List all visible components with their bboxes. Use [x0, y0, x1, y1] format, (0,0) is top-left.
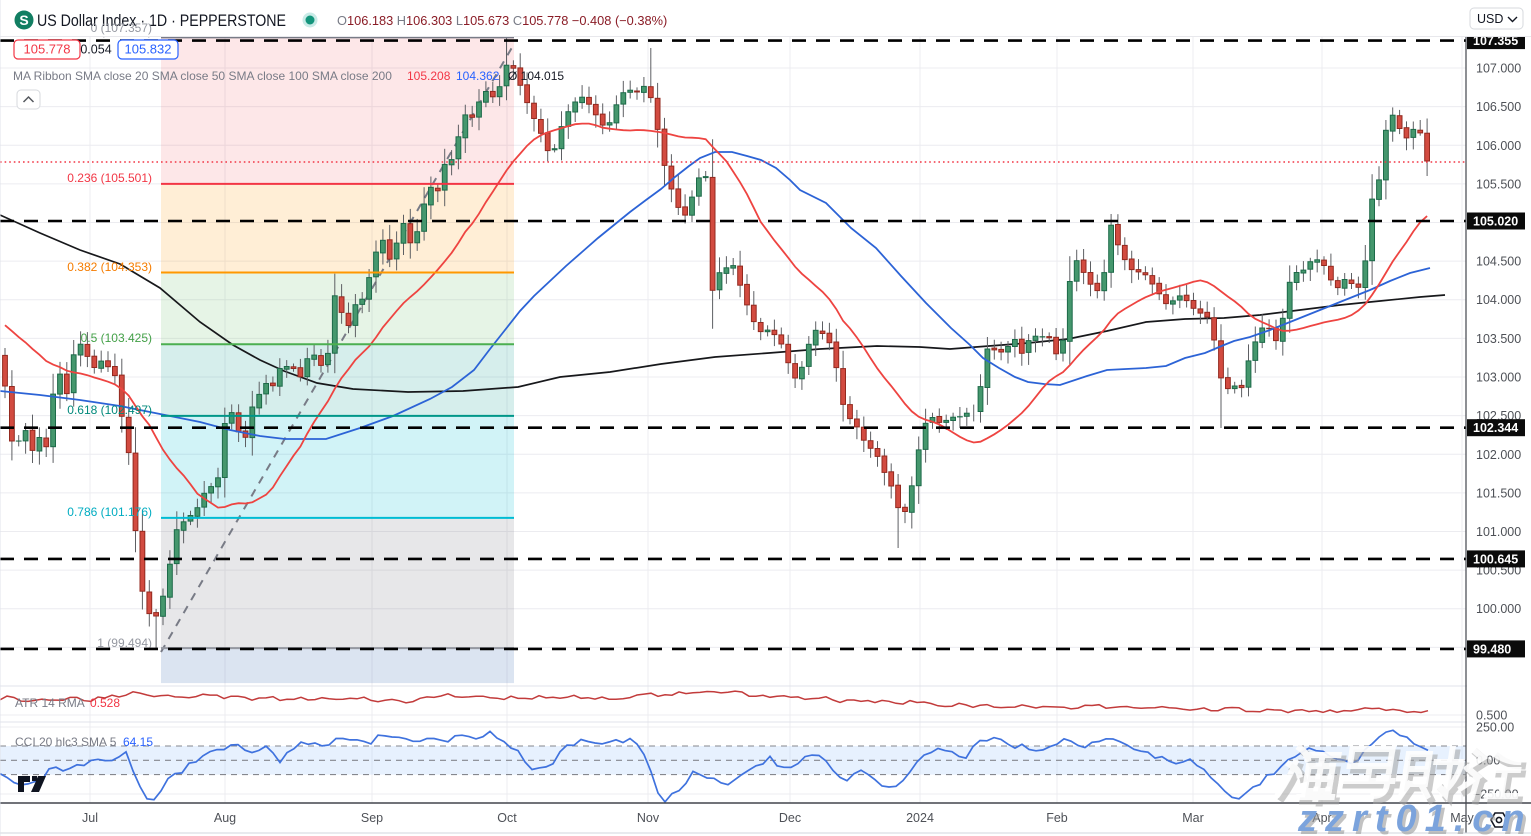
- svg-text:zzrt01.cn: zzrt01.cn: [1297, 798, 1531, 836]
- svg-text:Sep: Sep: [361, 811, 383, 825]
- svg-text:101.500: 101.500: [1476, 486, 1521, 500]
- svg-text:MA Ribbon SMA close 20 SMA clo: MA Ribbon SMA close 20 SMA close 50 SMA …: [13, 69, 392, 83]
- svg-text:Ø 104.015: Ø 104.015: [508, 69, 564, 83]
- svg-text:102.000: 102.000: [1476, 448, 1521, 462]
- svg-text:O106.183 H106.303 L105.673 C10: O106.183 H106.303 L105.673 C105.778 −0.4…: [337, 13, 667, 28]
- svg-text:250.00: 250.00: [1476, 721, 1514, 735]
- svg-text:107.000: 107.000: [1476, 62, 1521, 76]
- svg-text:Oct: Oct: [497, 811, 517, 825]
- svg-text:ATR 14 RMA: ATR 14 RMA: [15, 696, 85, 710]
- svg-text:99.480: 99.480: [1473, 642, 1511, 656]
- svg-text:105.832: 105.832: [125, 42, 172, 57]
- svg-text:100.000: 100.000: [1476, 602, 1521, 616]
- svg-text:105.778: 105.778: [24, 42, 71, 57]
- svg-text:0.5 (103.425): 0.5 (103.425): [81, 331, 152, 345]
- svg-text:CCI 20 hlc3 SMA 5: CCI 20 hlc3 SMA 5: [15, 735, 117, 749]
- svg-text:105.020: 105.020: [1473, 215, 1518, 229]
- svg-text:105.208: 105.208: [407, 69, 451, 83]
- svg-text:zzrt01.cn: zzrt01.cn: [1300, 801, 1531, 836]
- svg-text:0.054: 0.054: [80, 43, 111, 57]
- svg-text:103.500: 103.500: [1476, 332, 1521, 346]
- svg-text:0.618 (102.497): 0.618 (102.497): [67, 403, 152, 417]
- svg-text:0.786 (101.176): 0.786 (101.176): [67, 505, 152, 519]
- svg-text:104.000: 104.000: [1476, 293, 1521, 307]
- svg-text:Jul: Jul: [82, 811, 98, 825]
- svg-text:0.528: 0.528: [90, 696, 120, 710]
- svg-text:2024: 2024: [906, 811, 934, 825]
- svg-text:S: S: [19, 12, 28, 28]
- svg-text:106.500: 106.500: [1476, 100, 1521, 114]
- svg-text:US Dollar Index · 1D · PEPPERS: US Dollar Index · 1D · PEPPERSTONE: [37, 11, 286, 30]
- svg-text:0.382 (104.353): 0.382 (104.353): [67, 260, 152, 274]
- svg-text:104.362: 104.362: [456, 69, 500, 83]
- svg-text:Apr: Apr: [1312, 811, 1331, 825]
- svg-text:107.355: 107.355: [1473, 34, 1518, 48]
- svg-text:Feb: Feb: [1046, 811, 1068, 825]
- svg-text:0 (107.357): 0 (107.357): [91, 21, 152, 35]
- svg-text:102.344: 102.344: [1473, 421, 1518, 435]
- svg-text:Mar: Mar: [1182, 811, 1204, 825]
- svg-text:104.500: 104.500: [1476, 255, 1521, 269]
- svg-text:0.500: 0.500: [1476, 709, 1507, 723]
- svg-text:0.236 (105.501): 0.236 (105.501): [67, 171, 152, 185]
- svg-text:64.15: 64.15: [123, 735, 153, 749]
- svg-text:Nov: Nov: [637, 811, 660, 825]
- svg-text:1 (99.494): 1 (99.494): [97, 636, 152, 650]
- svg-text:Dec: Dec: [779, 811, 801, 825]
- svg-text:May: May: [1450, 811, 1474, 825]
- svg-text:100.645: 100.645: [1473, 552, 1518, 566]
- svg-text:105.500: 105.500: [1476, 177, 1521, 191]
- svg-text:Aug: Aug: [214, 811, 236, 825]
- svg-text:101.000: 101.000: [1476, 525, 1521, 539]
- svg-text:106.000: 106.000: [1476, 139, 1521, 153]
- svg-text:USD: USD: [1477, 12, 1503, 26]
- svg-text:103.000: 103.000: [1476, 371, 1521, 385]
